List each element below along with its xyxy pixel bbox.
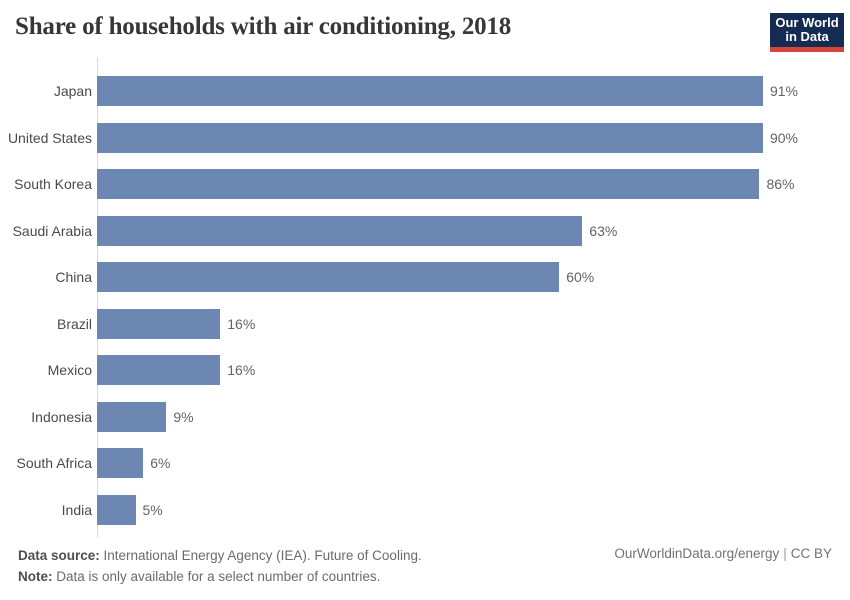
bar[interactable] bbox=[97, 355, 221, 386]
owid-logo-line2: in Data bbox=[785, 29, 829, 44]
bar[interactable] bbox=[97, 262, 560, 293]
bar[interactable] bbox=[97, 215, 583, 246]
footer-source-note: Data source: International Energy Agency… bbox=[18, 545, 422, 587]
bar-track: 16% bbox=[97, 355, 798, 386]
bar[interactable] bbox=[97, 401, 167, 432]
value-label: 90% bbox=[769, 129, 798, 146]
source-line: Data source: International Energy Agency… bbox=[18, 545, 422, 566]
footer-attribution: OurWorldinData.org/energy | CC BY bbox=[614, 546, 832, 561]
chart-title: Share of households with air conditionin… bbox=[15, 13, 512, 40]
value-label: 86% bbox=[766, 176, 795, 193]
bar-row: Japan 91% bbox=[0, 68, 850, 115]
owid-logo[interactable]: Our World in Data bbox=[770, 13, 844, 52]
owid-logo-accent-strip bbox=[770, 47, 844, 52]
country-label: China bbox=[55, 269, 92, 286]
note-line: Note: Data is only available for a selec… bbox=[18, 566, 422, 587]
bar-row: South Africa 6% bbox=[0, 440, 850, 487]
bar[interactable] bbox=[97, 308, 221, 339]
country-label: Japan bbox=[53, 83, 92, 100]
note-text: Data is only available for a select numb… bbox=[52, 569, 381, 584]
country-label: United States bbox=[7, 129, 92, 146]
country-label: Saudi Arabia bbox=[12, 222, 92, 239]
bar-track: 63% bbox=[97, 215, 798, 246]
value-label: 6% bbox=[150, 455, 171, 472]
country-label: Brazil bbox=[56, 315, 92, 332]
owid-logo-line1: Our World bbox=[775, 15, 839, 30]
value-label: 91% bbox=[769, 83, 798, 100]
y-axis-line bbox=[97, 57, 98, 538]
owid-url-link[interactable]: OurWorldinData.org/energy bbox=[614, 546, 780, 561]
bar-row: India 5% bbox=[0, 487, 850, 534]
source-label: Data source: bbox=[18, 548, 100, 563]
bar[interactable] bbox=[97, 169, 760, 200]
bar-track: 6% bbox=[97, 448, 798, 479]
bar-row: Mexico 16% bbox=[0, 347, 850, 394]
bar-chart: Japan 91% United States 90% South Korea 86% Sa… bbox=[0, 57, 850, 538]
country-label: India bbox=[61, 501, 92, 518]
bar-row: Saudi Arabia 63% bbox=[0, 208, 850, 255]
bar-row: United States 90% bbox=[0, 115, 850, 162]
bar-track: 9% bbox=[97, 401, 798, 432]
value-label: 60% bbox=[566, 269, 595, 286]
country-label: Mexico bbox=[47, 362, 92, 379]
bar-track: 5% bbox=[97, 494, 798, 525]
bar-track: 90% bbox=[97, 122, 798, 153]
country-label: South Korea bbox=[14, 176, 92, 193]
value-label: 63% bbox=[589, 222, 618, 239]
value-label: 16% bbox=[227, 362, 256, 379]
bar-row: Brazil 16% bbox=[0, 301, 850, 348]
country-label: Indonesia bbox=[31, 408, 92, 425]
bar-row: China 60% bbox=[0, 254, 850, 301]
value-label: 9% bbox=[173, 408, 194, 425]
country-label: South Africa bbox=[16, 455, 93, 472]
bar-track: 86% bbox=[97, 169, 798, 200]
bar[interactable] bbox=[97, 76, 763, 107]
bar[interactable] bbox=[97, 494, 136, 525]
value-label: 5% bbox=[142, 501, 163, 518]
bar-track: 60% bbox=[97, 262, 798, 293]
bar[interactable] bbox=[97, 448, 144, 479]
bar-track: 16% bbox=[97, 308, 798, 339]
source-text: International Energy Agency (IEA). Futur… bbox=[99, 548, 422, 563]
bar-track: 91% bbox=[97, 76, 798, 107]
note-label: Note: bbox=[18, 569, 53, 584]
value-label: 16% bbox=[227, 315, 256, 332]
bar-row: Indonesia 9% bbox=[0, 394, 850, 441]
license-label: CC BY bbox=[790, 546, 832, 561]
bar[interactable] bbox=[97, 122, 763, 153]
footer-separator: | bbox=[783, 546, 787, 561]
bar-row: South Korea 86% bbox=[0, 161, 850, 208]
